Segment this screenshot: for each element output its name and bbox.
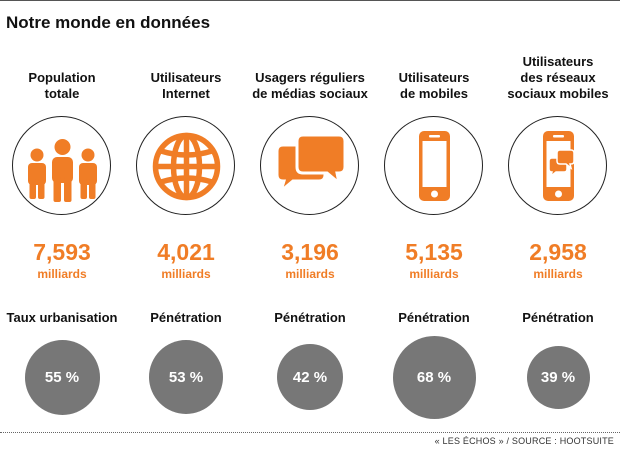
- metric-label: Pénétration: [274, 310, 346, 325]
- percent-circle: 39 %: [526, 345, 590, 409]
- label-line: totale: [44, 86, 80, 101]
- metric-label: Pénétration: [150, 310, 222, 325]
- label-line: Population: [28, 70, 96, 85]
- smartphone-icon: [384, 116, 483, 215]
- metric-label: Pénétration: [398, 310, 470, 325]
- column-label: Usagers réguliers de médias sociaux: [248, 70, 372, 102]
- chat-bubbles-icon: [260, 116, 359, 215]
- label-line: des réseaux: [520, 70, 596, 85]
- stat-column-mobile: Utilisateurs de mobiles 5,135 milliards …: [372, 0, 496, 420]
- column-label: Utilisateurs des réseaux sociaux mobiles: [496, 54, 620, 102]
- label-line: Utilisateurs: [150, 70, 222, 85]
- label-line: Utilisateurs: [398, 70, 470, 85]
- percent-circle: 53 %: [149, 340, 223, 414]
- stat-unit: milliards: [161, 267, 211, 281]
- page-title: Notre monde en données: [6, 13, 211, 32]
- label-line: Utilisateurs: [522, 54, 594, 69]
- metric-label: Pénétration: [522, 310, 594, 325]
- stat-value: 3,196: [281, 239, 339, 265]
- column-label: Utilisateurs de mobiles: [372, 70, 496, 102]
- stat-value: 2,958: [529, 239, 587, 265]
- stat-value: 4,021: [157, 239, 215, 265]
- globe-icon: [136, 116, 235, 215]
- percent-circle: 42 %: [277, 344, 343, 410]
- stat-unit: milliards: [37, 267, 87, 281]
- top-rule: [0, 0, 620, 1]
- stat-value: 5,135: [405, 239, 463, 265]
- stat-unit: milliards: [533, 267, 583, 281]
- stat-unit: milliards: [409, 267, 459, 281]
- column-label: Population totale: [0, 70, 124, 102]
- label-line: Usagers réguliers: [255, 70, 365, 85]
- stat-column-social-media: Usagers réguliers de médias sociaux 3,19…: [248, 0, 372, 420]
- column-label: Utilisateurs Internet: [124, 70, 248, 102]
- stat-column-population: Population totale 7,593 milliards Taux u…: [0, 0, 124, 420]
- label-line: Internet: [162, 86, 210, 101]
- percent-circle: 55 %: [24, 339, 100, 415]
- people-icon: [12, 116, 111, 215]
- smartphone-chat-icon: [508, 116, 607, 215]
- stat-unit: milliards: [285, 267, 335, 281]
- source-credit: « LES ÉCHOS » / SOURCE : HOOTSUITE: [434, 436, 614, 446]
- label-line: de médias sociaux: [252, 86, 368, 101]
- percent-circle: 68 %: [392, 335, 476, 419]
- label-line: de mobiles: [400, 86, 468, 101]
- label-line: sociaux mobiles: [507, 86, 609, 101]
- stat-column-mobile-social: Utilisateurs des réseaux sociaux mobiles…: [496, 0, 620, 420]
- stat-column-internet: Utilisateurs Internet 4,021 milliards Pé…: [124, 0, 248, 420]
- stat-value: 7,593: [33, 239, 91, 265]
- footer-divider: [0, 432, 620, 433]
- metric-label: Taux urbanisation: [6, 310, 118, 325]
